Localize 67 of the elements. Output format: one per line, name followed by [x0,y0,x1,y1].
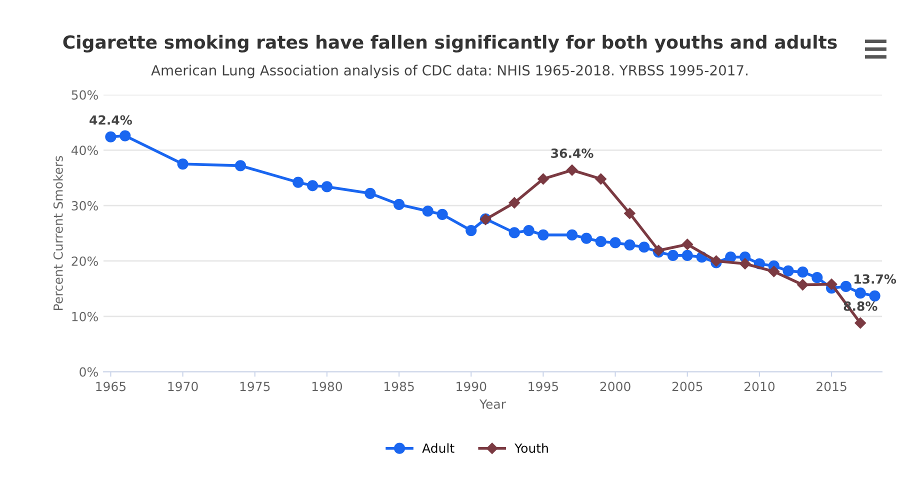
legend-label: Youth [514,443,548,453]
point [538,173,549,185]
x-tick-label: 1970 [168,382,198,392]
point [566,164,578,176]
point [466,224,477,236]
point [797,266,808,278]
point [393,198,405,210]
chart-title: Cigarette smoking rates have fallen significantly for both youths and adults [63,34,837,52]
point [508,197,520,208]
point [177,158,188,170]
x-tick-label: 2015 [816,382,846,392]
point [436,208,448,220]
x-tick-label: 1965 [96,382,126,392]
x-tick-label: 2005 [672,382,702,392]
point [321,181,333,192]
point [120,130,131,142]
point [538,229,549,240]
point [364,188,376,199]
point [105,131,116,142]
point [739,258,751,270]
x-tick-label: 1975 [240,382,270,392]
point [292,176,304,188]
point [523,224,534,236]
x-tick-label: 1980 [312,382,342,392]
point [725,252,736,263]
point [580,232,592,244]
y-tick-label: 20% [72,256,98,266]
point [854,288,866,299]
point [610,237,621,248]
point [624,208,636,219]
point [682,250,693,261]
point [840,280,852,292]
point [854,317,866,329]
chart-subtitle: American Lung Association analysis of CDC data: NHIS 1965-2018. YRBSS 1995-2017. [151,64,748,78]
point [624,239,636,250]
point [566,229,578,240]
data-label: 13.7% [854,274,896,284]
legend-label: Adult [422,443,454,453]
point [234,160,246,172]
point [682,238,693,250]
point [797,279,808,290]
x-tick-label: 1990 [456,382,486,392]
point [595,173,606,185]
point [508,227,520,238]
point [826,278,838,290]
point [422,206,434,217]
point [667,250,679,261]
point [782,265,794,277]
data-label: 36.4% [551,148,594,158]
point [869,290,880,302]
point [306,180,318,192]
y-tick-label: 40% [71,146,98,156]
x-tick-label: 2000 [600,382,630,392]
x-tick-label: 1995 [528,382,558,392]
x-tick-label: 2010 [744,382,775,392]
point [812,272,823,284]
point [638,242,650,253]
y-tick-label: 0% [80,367,98,377]
y-tick-label: 30% [72,201,98,211]
x-axis-title: Year [479,400,506,409]
y-tick-label: 10% [72,312,98,322]
y-tick-label: 50% [72,90,98,100]
point [768,266,780,278]
point [595,236,606,248]
data-label: 42.4% [90,115,132,125]
x-tick-label: 1985 [384,382,414,392]
y-axis-title: Percent Current Smokers [53,156,63,310]
